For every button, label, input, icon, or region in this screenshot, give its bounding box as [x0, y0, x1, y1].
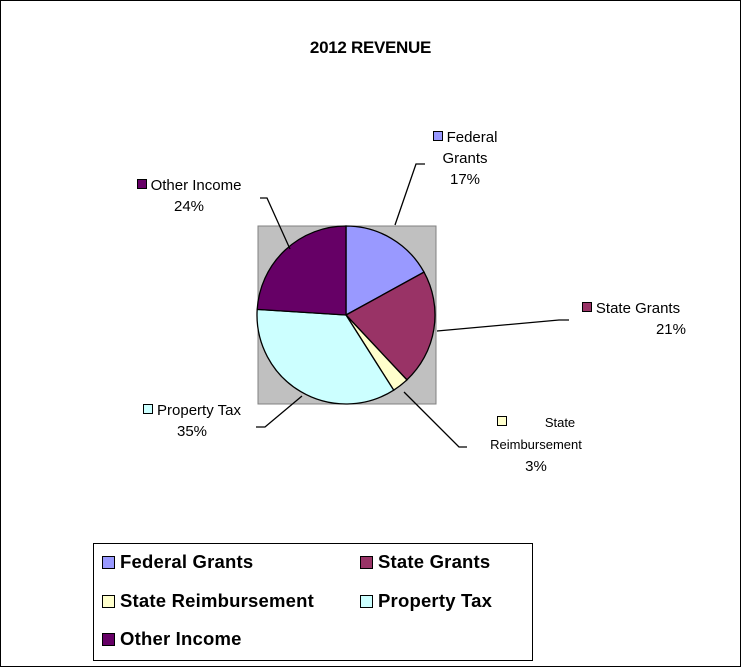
- leader-line-property-tax: [256, 395, 303, 428]
- legend-item-property-tax: Property Tax: [360, 590, 492, 612]
- legend-item-federal-grants: Federal Grants: [102, 551, 253, 573]
- legend-label-other-income: Other Income: [120, 628, 242, 649]
- label-federal-grants: Federal Grants 17%: [415, 127, 515, 190]
- legend-label-federal-grants: Federal Grants: [120, 551, 254, 572]
- pie-slices: [256, 225, 436, 405]
- label-property-tax: Property Tax 35%: [124, 400, 260, 442]
- legend-item-state-reimbursement: State Reimbursement: [102, 590, 314, 612]
- legend-swatch-federal-grants: [102, 555, 115, 569]
- pie-slice-property-tax: [256, 308, 395, 405]
- legend-label-property-tax: Property Tax: [378, 590, 493, 611]
- legend-label-state-grants: State Grants: [378, 551, 491, 572]
- legend-label-state-reimbursement: State Reimbursement: [120, 590, 314, 611]
- leader-line-federal-grants: [394, 163, 425, 226]
- legend-swatch-other-income: [102, 632, 115, 646]
- leader-lines: [256, 163, 569, 448]
- label-other-income: Other Income 24%: [118, 175, 260, 217]
- chart-legend: Federal Grants State Grants State Reimbu…: [93, 543, 533, 661]
- label-swatch-state-grants: [581, 302, 592, 312]
- label-swatch-state-reimbursement: [496, 416, 507, 426]
- pie-slice-federal-grants: [345, 225, 425, 317]
- leader-line-other-income: [260, 197, 291, 250]
- chart-title: 2012 REVENUE: [309, 38, 432, 57]
- legend-swatch-state-grants: [360, 555, 373, 569]
- leader-line-state-reimbursement: [403, 391, 467, 448]
- label-swatch-property-tax: [143, 404, 154, 414]
- legend-swatch-state-reimbursement: [102, 594, 115, 608]
- legend-swatch-property-tax: [360, 594, 373, 608]
- legend-item-other-income: Other Income: [102, 628, 242, 650]
- label-swatch-other-income: [136, 179, 147, 189]
- label-swatch-federal-grants: [432, 131, 443, 141]
- pie-slice-state-grants: [344, 271, 436, 381]
- leader-line-state-grants: [436, 319, 569, 332]
- legend-item-state-grants: State Grants: [360, 551, 490, 573]
- label-state-grants: State Grants 21%: [568, 298, 694, 340]
- label-state-reimbursement: State Reimbursement 3%: [490, 415, 582, 475]
- pie-slice-other-income: [256, 225, 347, 316]
